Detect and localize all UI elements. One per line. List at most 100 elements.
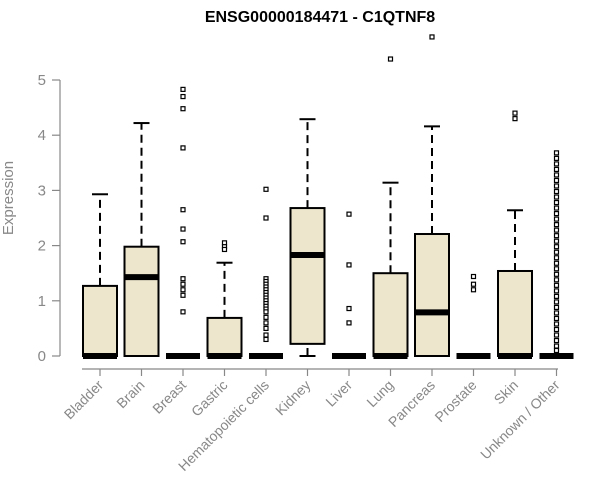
outlier-point [346,305,352,312]
y-tick-label: 5 [38,72,46,89]
outlier-point [429,34,435,40]
box-breast [166,86,200,359]
box-iqr [123,245,160,357]
box-series [82,34,574,359]
outlier-point [470,281,477,287]
outlier-point [553,177,560,184]
box-iqr [206,316,243,357]
outlier-point [553,266,560,272]
outlier-point [180,292,186,298]
outlier-point [553,304,560,311]
x-tick-label: Liver [322,377,355,410]
box-iqr [414,233,450,357]
outlier-point [553,166,560,173]
box-iqr [289,207,326,345]
outlier-point [512,116,518,122]
outlier-point [346,320,352,326]
box-iqr [82,284,118,357]
y-axis-label: Expression [0,161,17,235]
outlier-point [221,246,228,253]
outlier-point [553,199,560,206]
outlier-point [553,210,560,217]
x-tick-label: Unknown / Other [477,377,563,463]
outlier-point [553,233,560,239]
y-tick-label: 1 [38,293,46,310]
outlier-point [180,287,186,293]
outlier-point [263,215,269,221]
y-tick-label: 0 [38,348,46,365]
outlier-point [470,287,477,293]
outlier-point [180,93,186,100]
outlier-point [553,249,560,255]
outlier-point [180,207,186,213]
outlier-point [553,310,560,316]
outlier-point [553,282,560,288]
x-tick-label: Lung [363,377,396,410]
outlier-point [553,277,560,283]
outlier-point [553,337,560,344]
outlier-point [553,299,560,305]
outlier-point [263,332,269,338]
box-pancreas [414,34,450,357]
box-iqr [372,272,409,358]
box-prostate [456,273,491,359]
outlier-point [553,216,560,222]
outlier-point [263,320,269,326]
outlier-point [553,255,560,261]
outlier-point [553,227,560,233]
x-tick-label: Breast [149,377,189,417]
outlier-point [263,325,269,331]
y-tick-label: 4 [38,127,46,144]
box-gastric [206,240,243,359]
box-hematopoietic-cells [249,186,283,359]
outlier-point [180,276,186,282]
y-tick-label: 2 [38,238,46,255]
outlier-point [553,222,560,228]
outlier-point [553,194,560,200]
outlier-point [553,321,560,327]
outlier-point [180,145,186,151]
box-skin [497,110,533,359]
outlier-point [553,155,560,161]
outlier-point [553,188,560,195]
outlier-point [553,205,560,211]
outlier-point [263,309,269,315]
box-kidney [289,118,326,357]
outlier-point [553,260,560,266]
box-brain [123,122,160,357]
outlier-point [346,262,352,268]
outlier-point [512,110,518,116]
outlier-point [553,161,560,167]
outlier-point [553,271,560,277]
outlier-point [553,288,560,294]
outlier-point [553,315,560,322]
box-unknown-other [539,150,574,359]
x-tick-label: Skin [491,377,522,408]
outlier-point [553,172,560,178]
outlier-point [553,332,560,338]
outlier-point [180,106,186,112]
outlier-point [263,336,269,343]
outlier-point [180,86,186,92]
outlier-point [553,347,560,354]
outlier-point [180,281,186,287]
outlier-point [180,226,186,232]
outlier-point [180,309,186,315]
x-tick-label: Prostate [431,377,479,425]
outlier-point [553,238,560,244]
outlier-point [470,273,477,280]
y-axis-ticks: 0 1 2 3 4 5 [38,72,60,365]
outlier-point [553,343,560,349]
x-tick-label: Bladder [61,377,107,423]
outlier-point [263,186,269,192]
x-tick-label: Brain [113,377,147,411]
outlier-point [553,326,560,333]
x-tick-label: Kidney [272,377,314,419]
outlier-point [346,211,352,217]
box-bladder [82,193,118,359]
box-liver [332,211,366,359]
outlier-point [553,150,560,156]
outlier-point [553,293,560,299]
